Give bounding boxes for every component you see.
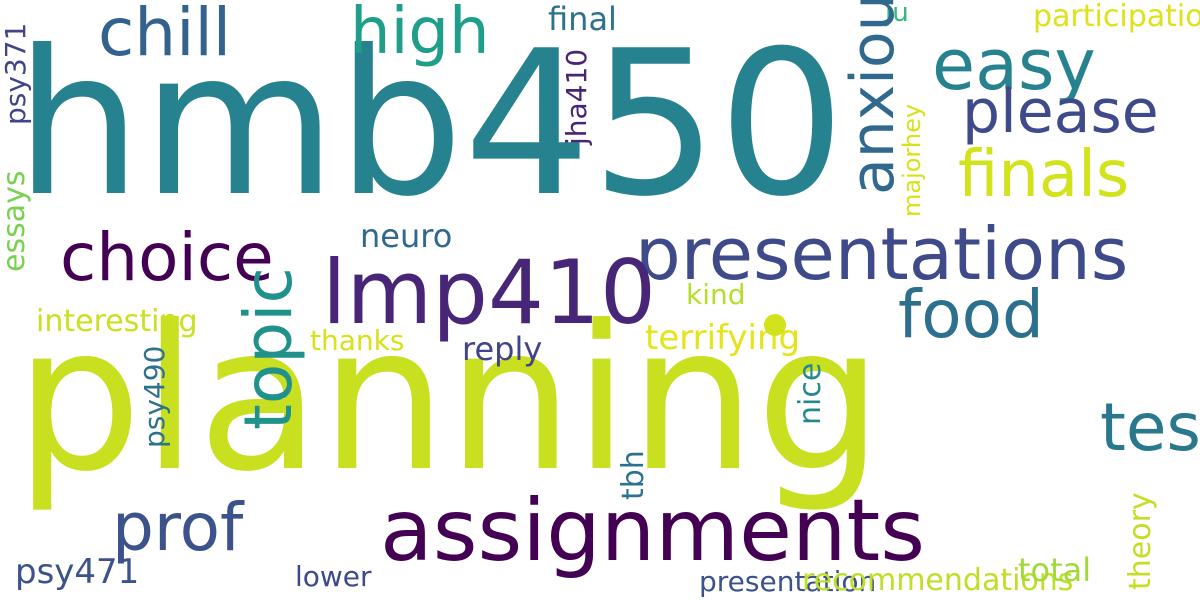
word-final: prof	[112, 489, 244, 566]
word-anxious: recommendations	[802, 563, 1074, 598]
word-lmp410: lmp410	[322, 241, 656, 344]
word-thanks: interesting	[36, 304, 198, 339]
word-recommendations: lower	[295, 560, 372, 593]
word-assignments: assignments	[380, 481, 926, 581]
word-theory: theory	[1123, 492, 1158, 590]
word-tbh: tbh	[616, 450, 651, 500]
word-presentation: psy471	[15, 552, 140, 592]
word-prof: choice	[60, 219, 274, 296]
word-chill: chill	[98, 0, 232, 71]
word-choice: food	[898, 276, 1044, 353]
word-high: high	[350, 0, 490, 69]
word-terrifying: kind	[686, 278, 746, 311]
word-hmb450: hmb450	[15, 8, 846, 241]
word-please: easy	[932, 24, 1096, 106]
word-topic: total	[1018, 551, 1092, 589]
word-psy471: thanks	[310, 324, 405, 357]
word-easy: anxious	[838, 0, 908, 195]
word-nice: nice	[793, 362, 828, 425]
word-psy371: psy371	[0, 22, 32, 125]
word-participation: final	[548, 0, 617, 38]
word-ju: tests	[1100, 389, 1200, 466]
word-lower: reply	[462, 330, 543, 368]
word-finals: please	[962, 77, 1159, 147]
word-jha410: jha410	[560, 48, 593, 145]
word-interesting: neuro	[360, 217, 453, 255]
word-presentations: presentations	[635, 212, 1129, 296]
word-essays: essays	[0, 170, 32, 272]
word-dot	[764, 314, 786, 336]
word-food: finals	[958, 138, 1130, 212]
word-majorhey: majorhey	[898, 103, 926, 217]
word-total: presentation	[699, 565, 877, 598]
word-psy490: psy490	[138, 345, 171, 448]
word-planning: planning	[15, 283, 883, 516]
word-neuro: ju	[885, 0, 909, 28]
word-tests: topic	[230, 267, 307, 430]
